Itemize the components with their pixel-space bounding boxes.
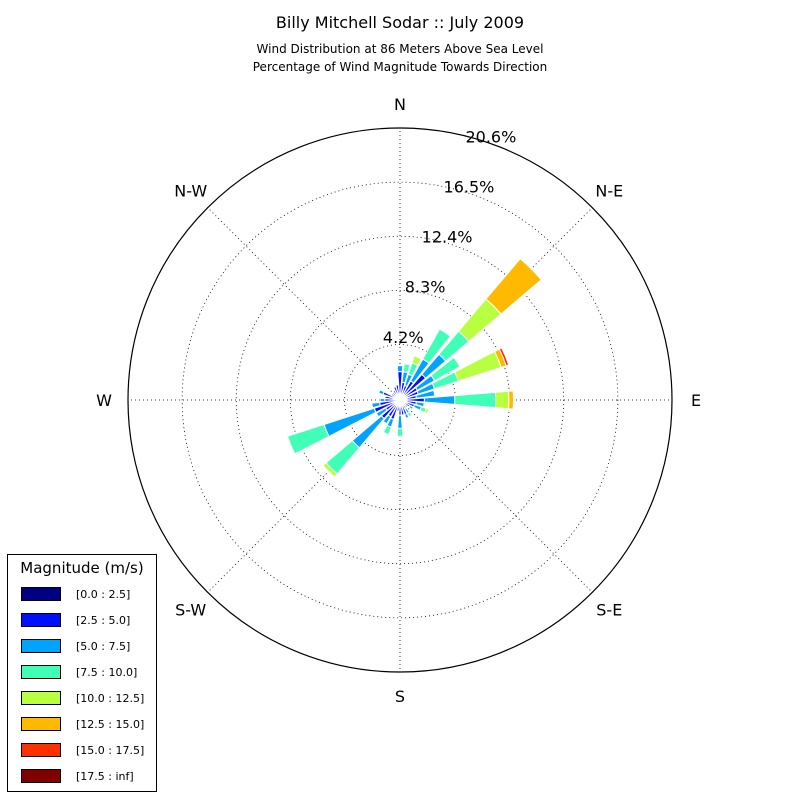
legend-swatch (21, 717, 61, 731)
sector-2-bin-4 (411, 355, 422, 366)
wind-sectors (286, 258, 542, 478)
radial-label-4: 20.6% (465, 128, 516, 147)
sector-5-bin-3 (430, 356, 461, 382)
grid-spoke-7 (207, 207, 401, 401)
grid-spoke-5 (207, 399, 401, 593)
polar-frame (127, 127, 673, 673)
sector-20-bin-4 (322, 462, 338, 478)
sector-18-bin-3 (382, 424, 392, 436)
sector-6-bin-6 (498, 347, 510, 367)
chart-title: Billy Mitchell Sodar :: July 2009 (276, 13, 524, 32)
sector-8-bin-3 (454, 391, 497, 409)
legend-swatch (21, 665, 61, 679)
sector-16-bin-2 (397, 414, 403, 429)
sector-3-bin-3 (422, 328, 452, 364)
legend-swatch (21, 769, 61, 783)
direction-label-s-e: S-E (596, 600, 622, 619)
direction-label-n-e: N-E (595, 182, 623, 201)
radial-label-1: 8.3% (405, 278, 446, 297)
legend-label: [10.0 : 12.5] (76, 692, 145, 705)
grid-spoke-3 (399, 399, 593, 593)
legend-swatch (21, 691, 61, 705)
legend-label: [7.5 : 10.0] (76, 666, 138, 679)
sector-8-bin-4 (494, 390, 510, 410)
sector-22-bin-3 (286, 423, 330, 455)
sector-10-bin-4 (424, 407, 430, 415)
legend-label: [15.0 : 17.5] (76, 744, 145, 757)
legend-swatch (21, 587, 61, 601)
legend-title: Magnitude (m/s) (20, 559, 144, 577)
legend-label: [17.5 : inf] (76, 770, 134, 783)
radial-tick-labels: 4.2% 8.3% 12.4% 16.5% 20.6% (383, 128, 516, 347)
sector-21-bin-2 (375, 407, 388, 418)
sector-14-bin-2 (404, 412, 410, 419)
legend-label: [0.0 : 2.5] (76, 588, 131, 601)
legend-label: [5.0 : 7.5] (76, 640, 131, 653)
sector-13-bin-3 (406, 411, 413, 418)
radial-label-3: 16.5% (444, 178, 495, 197)
sector-4-bin-5 (485, 258, 542, 315)
legend: Magnitude (m/s) [0.0 : 2.5] [2.5 : 5.0] [5… (7, 554, 157, 792)
direction-label-e: E (691, 391, 701, 410)
sector-7-bin-2 (415, 389, 436, 399)
direction-label-n: N (394, 95, 406, 114)
sector-9-bin-2 (415, 401, 425, 408)
sector-0-bin-2 (396, 365, 404, 373)
grid-ring-2 (235, 235, 565, 565)
sector-26-bin-2 (378, 389, 385, 396)
legend-swatch (21, 613, 61, 627)
legend-label: [2.5 : 5.0] (76, 614, 131, 627)
sector-16-bin-3 (396, 427, 404, 437)
sector-23-bin-2 (371, 401, 381, 409)
chart-subtitle-line-1: Wind Distribution at 86 Meters Above Sea… (257, 42, 544, 56)
radial-label-2: 12.4% (422, 228, 473, 247)
legend-label: [12.5 : 15.0] (76, 718, 145, 731)
direction-labels: N N-E E S-E S S-W W N-W (96, 95, 701, 706)
legend-swatch (21, 639, 61, 653)
sector-31-bin-1 (395, 384, 401, 398)
direction-label-s: S (395, 687, 405, 706)
sector-11-bin-2 (408, 404, 414, 411)
direction-label-n-w: N-W (174, 182, 207, 201)
direction-label-s-w: S-W (175, 600, 206, 619)
direction-label-w: W (96, 391, 112, 410)
radial-label-0: 4.2% (383, 328, 424, 347)
grid-ring-3 (181, 181, 619, 619)
sector-19-bin-2 (382, 414, 392, 425)
legend-swatch (21, 743, 61, 757)
sector-6-bin-4 (453, 350, 502, 382)
sector-1-bin-3 (402, 363, 411, 374)
sector-8-bin-5 (508, 390, 515, 410)
chart-subtitle-line-2: Percentage of Wind Magnitude Towards Dir… (253, 60, 547, 74)
sector-24-bin-2 (379, 397, 386, 403)
